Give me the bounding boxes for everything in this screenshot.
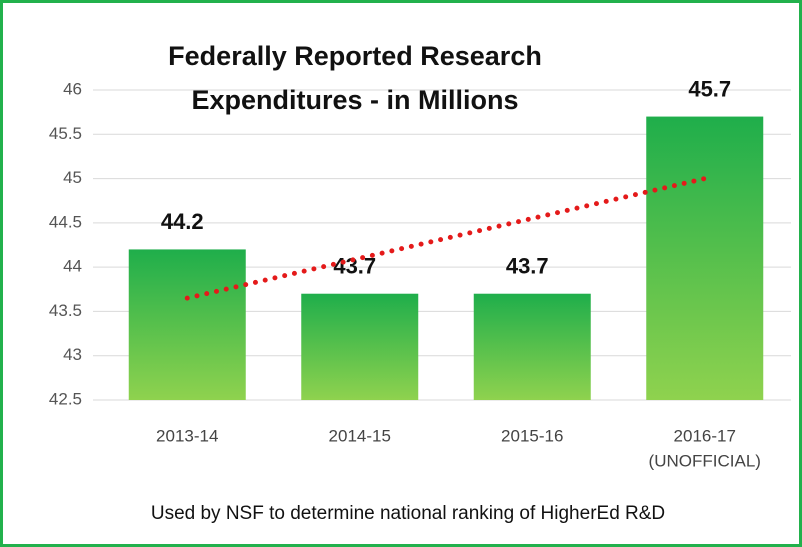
y-tick-label: 43.5 [49, 301, 82, 320]
y-tick-label: 43 [63, 345, 82, 364]
bar [301, 293, 419, 400]
chart-title: Federally Reported Research [168, 41, 542, 71]
y-tick-label: 42.5 [49, 389, 82, 408]
x-tick-label: 2016-17 [674, 426, 736, 445]
x-tick-label: 2014-15 [329, 426, 391, 445]
value-label: 43.7 [506, 254, 549, 279]
bar [473, 293, 591, 400]
bar [646, 116, 764, 401]
trendline [184, 176, 708, 301]
x-tick-label: 2013-14 [156, 426, 218, 445]
value-label: 45.7 [688, 76, 731, 101]
y-tick-label: 44 [63, 257, 82, 276]
y-tick-label: 46 [63, 79, 82, 98]
value-label: 44.2 [161, 209, 204, 234]
bar [128, 249, 246, 400]
caption: Used by NSF to determine national rankin… [151, 503, 665, 524]
value-label: 43.7 [333, 254, 376, 279]
y-tick-label: 44.5 [49, 212, 82, 231]
x-tick-note: (UNOFFICIAL) [649, 451, 761, 470]
y-tick-label: 45.5 [49, 124, 82, 143]
x-tick-label: 2015-16 [501, 426, 563, 445]
y-tick-label: 45 [63, 168, 82, 187]
chart-title: Expenditures - in Millions [191, 85, 518, 115]
